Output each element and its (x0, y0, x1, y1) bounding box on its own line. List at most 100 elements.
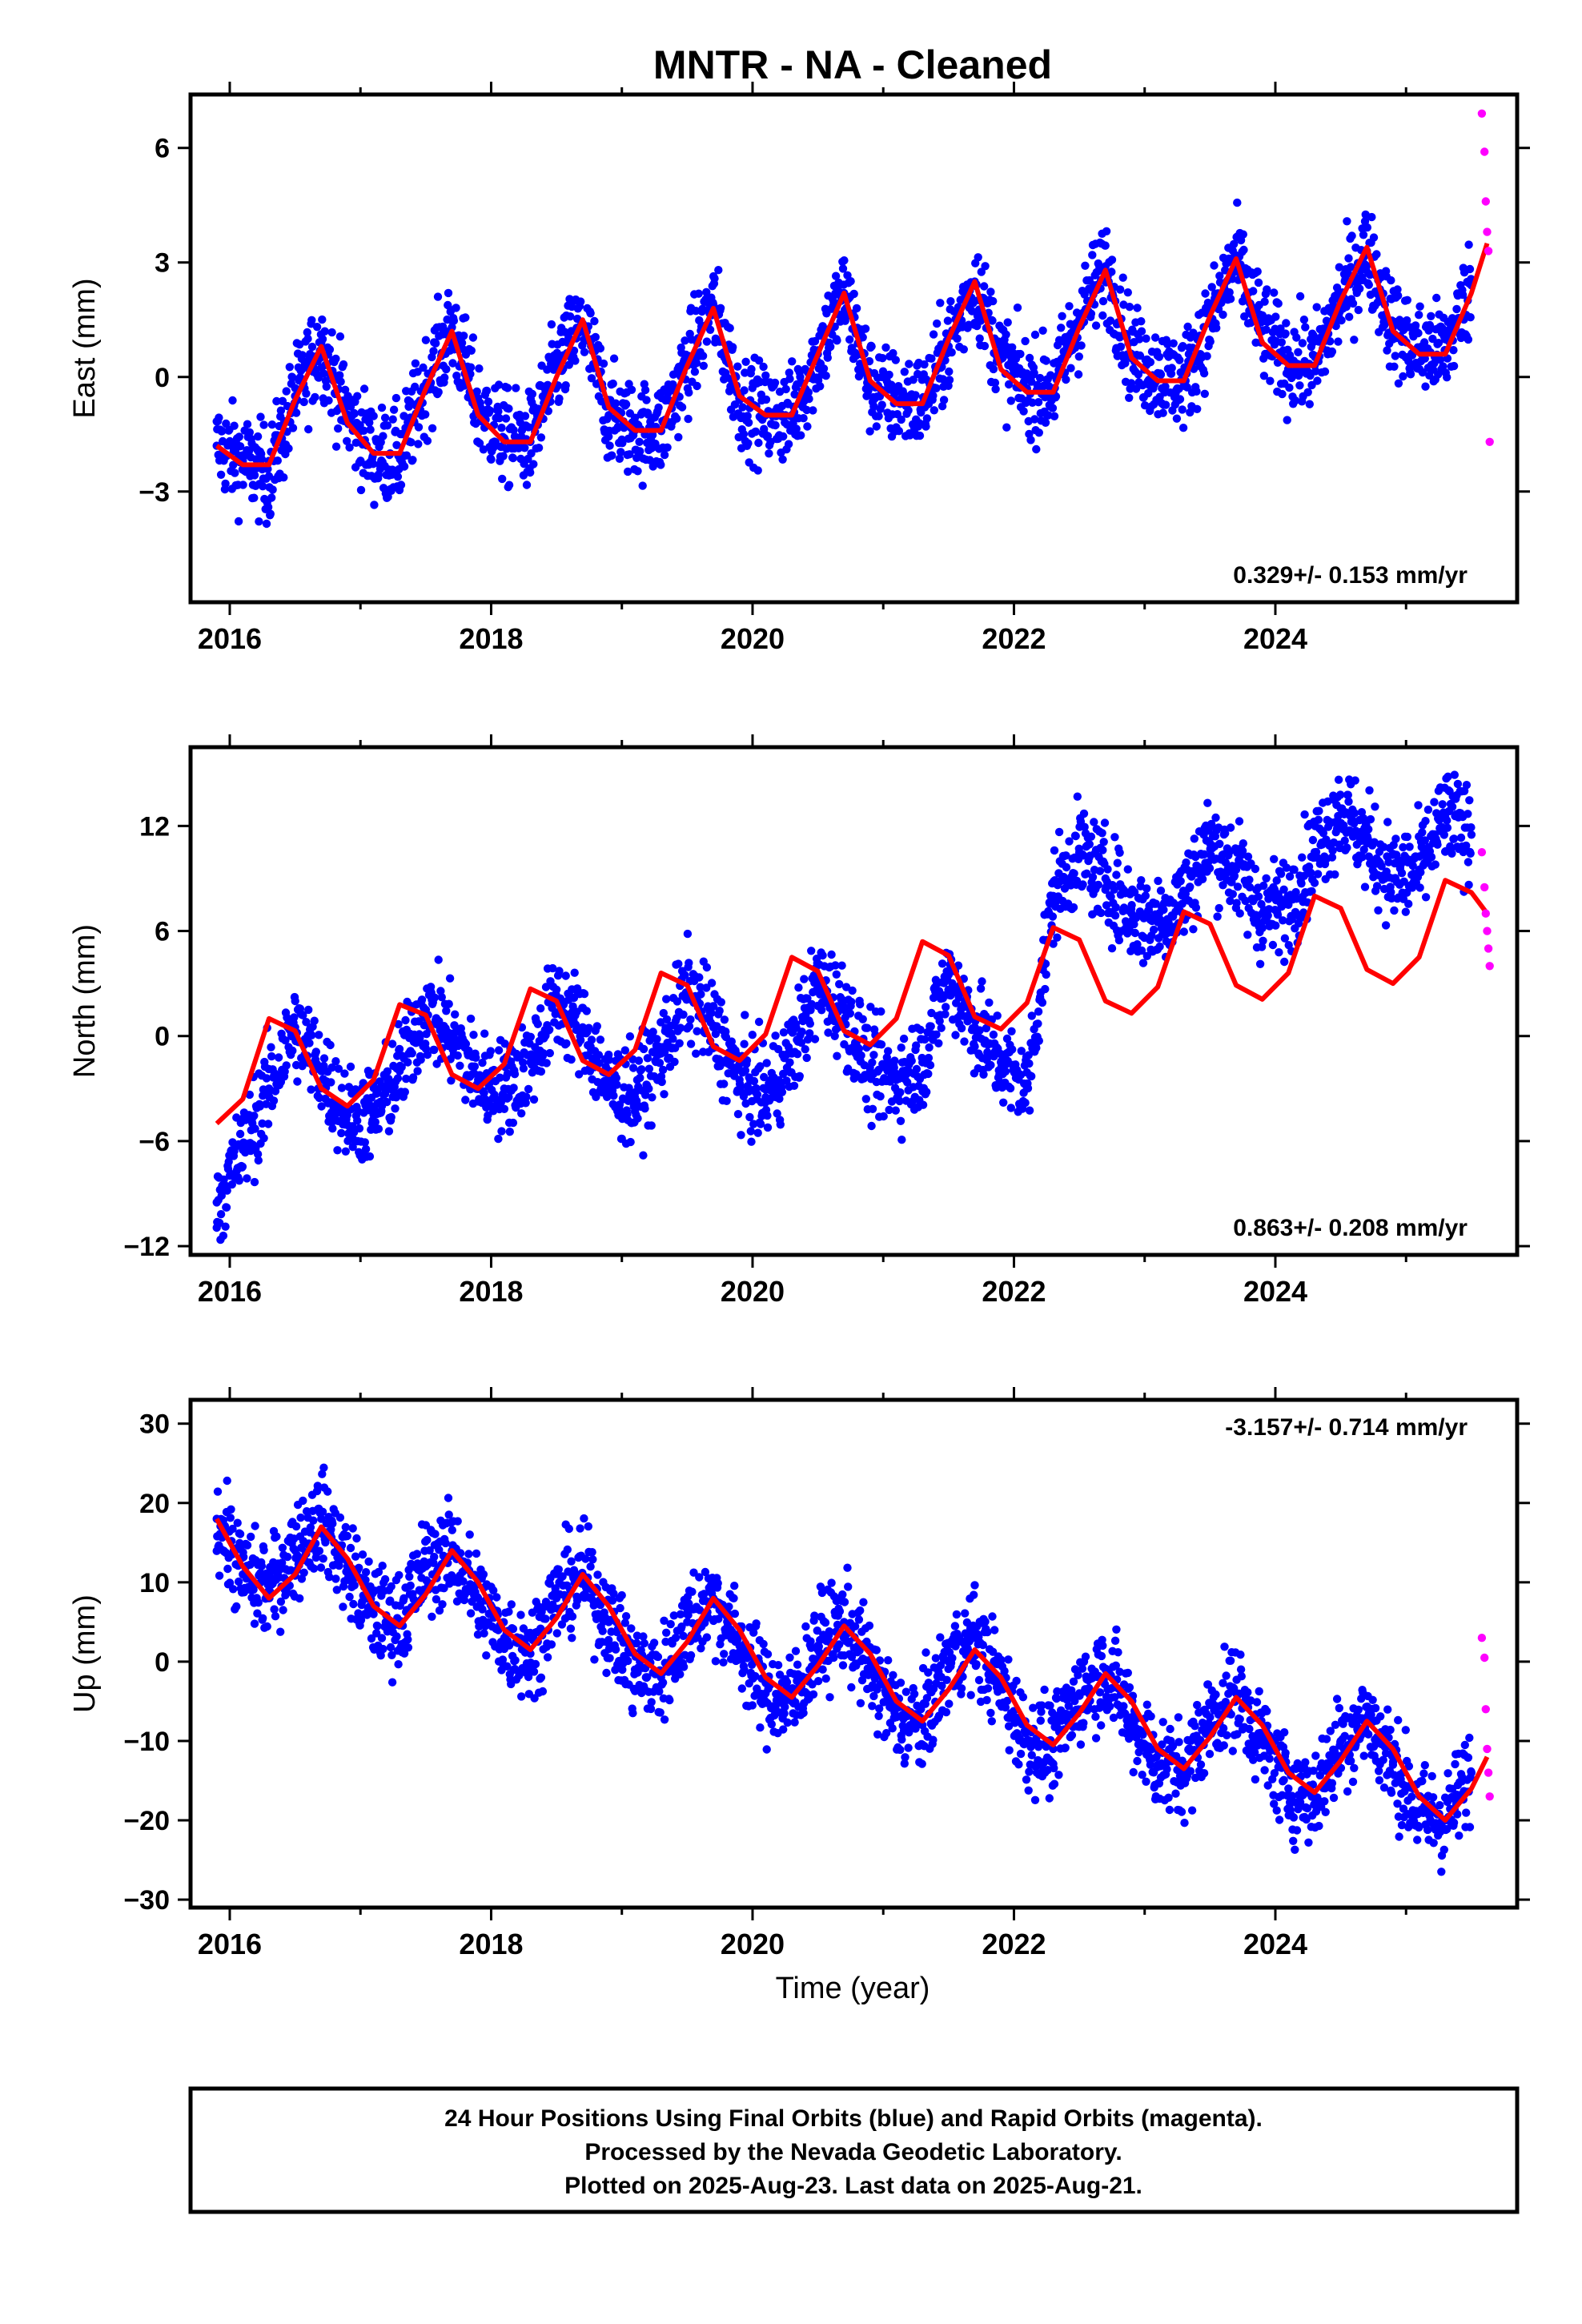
final-orbit-point (716, 304, 725, 312)
final-orbit-point (1298, 339, 1307, 348)
final-orbit-point (274, 1053, 283, 1062)
final-orbit-point (913, 369, 922, 379)
final-orbit-point (1449, 834, 1459, 843)
final-orbit-point (863, 1023, 872, 1032)
final-orbit-point (514, 444, 523, 452)
final-orbit-point (480, 1088, 488, 1098)
final-orbit-point (449, 316, 459, 325)
final-orbit-point (644, 1064, 654, 1073)
final-orbit-point (1239, 230, 1248, 239)
final-orbit-point (259, 1546, 268, 1555)
final-orbit-point (803, 994, 812, 1003)
final-orbit-point (599, 359, 608, 368)
final-orbit-point (625, 1032, 635, 1041)
final-orbit-point (1106, 316, 1115, 325)
final-orbit-point (268, 485, 277, 494)
rapid-orbit-point (1484, 247, 1493, 255)
final-orbit-point (847, 997, 856, 1007)
x-tick-label: 2020 (721, 622, 785, 655)
final-orbit-point (417, 995, 427, 1004)
final-orbit-point (219, 1231, 228, 1240)
east-final-orbit-points (212, 198, 1476, 529)
final-orbit-point (1094, 880, 1103, 890)
final-orbit-point (1279, 885, 1288, 895)
final-orbit-point (1464, 335, 1473, 344)
final-orbit-point (512, 384, 520, 392)
final-orbit-point (282, 387, 291, 396)
y-tick-label: −6 (139, 1127, 170, 1157)
final-orbit-point (1042, 970, 1050, 979)
final-orbit-point (804, 388, 813, 397)
final-orbit-point (1074, 370, 1083, 379)
final-orbit-point (1048, 912, 1058, 921)
final-orbit-point (763, 1111, 772, 1120)
final-orbit-point (785, 368, 793, 377)
x-tick-label: 2024 (1243, 622, 1307, 655)
final-orbit-point (247, 1532, 255, 1542)
final-orbit-point (309, 1564, 319, 1573)
final-orbit-point (741, 1066, 750, 1076)
final-orbit-point (263, 1120, 273, 1128)
final-orbit-point (809, 406, 817, 415)
final-orbit-point (1114, 935, 1124, 945)
final-orbit-point (1279, 916, 1287, 925)
final-orbit-point (1088, 251, 1097, 259)
final-orbit-point (1447, 849, 1456, 858)
final-orbit-point (243, 1174, 251, 1183)
final-orbit-point (974, 253, 982, 262)
final-orbit-point (1107, 267, 1116, 276)
final-orbit-point (1303, 388, 1312, 396)
final-orbit-point (238, 1162, 247, 1172)
final-orbit-point (970, 1023, 979, 1032)
final-orbit-point (264, 472, 274, 480)
final-orbit-point (1178, 405, 1186, 414)
final-orbit-point (866, 1003, 875, 1011)
final-orbit-point (402, 451, 412, 460)
final-orbit-point (1149, 925, 1158, 935)
final-orbit-point (1048, 404, 1058, 412)
final-orbit-point (1027, 1011, 1037, 1020)
north-rapid-orbit-points (1477, 848, 1494, 971)
final-orbit-point (1418, 828, 1427, 837)
final-orbit-point (648, 1027, 657, 1036)
final-orbit-point (1099, 838, 1108, 846)
final-orbit-point (683, 929, 693, 939)
final-orbit-point (288, 424, 298, 432)
final-orbit-point (633, 467, 642, 476)
final-orbit-point (604, 1055, 614, 1064)
final-orbit-point (1427, 312, 1435, 320)
final-orbit-point (254, 1156, 263, 1165)
final-orbit-point (624, 467, 632, 476)
final-orbit-point (1098, 829, 1106, 838)
final-orbit-point (1282, 863, 1291, 872)
final-orbit-point (1098, 311, 1107, 320)
final-orbit-point (1245, 883, 1255, 892)
final-orbit-point (522, 480, 532, 489)
final-orbit-point (698, 352, 708, 360)
final-orbit-point (436, 987, 445, 995)
final-orbit-point (636, 1073, 644, 1083)
final-orbit-point (1449, 361, 1459, 371)
final-orbit-point (318, 315, 327, 324)
final-orbit-point (414, 423, 424, 432)
final-orbit-point (957, 1023, 966, 1033)
final-orbit-point (1467, 823, 1476, 832)
final-orbit-point (875, 392, 885, 401)
final-orbit-point (334, 424, 343, 433)
final-orbit-point (1305, 400, 1315, 408)
final-orbit-point (1080, 290, 1089, 299)
final-orbit-point (433, 292, 443, 301)
final-orbit-point (222, 1203, 231, 1212)
final-orbit-point (500, 1104, 509, 1114)
final-orbit-point (251, 1124, 259, 1133)
final-orbit-point (572, 314, 582, 324)
final-orbit-point (953, 334, 962, 343)
final-orbit-point (1210, 261, 1219, 270)
final-orbit-point (1439, 830, 1449, 839)
final-orbit-point (798, 1016, 808, 1026)
final-orbit-point (466, 363, 476, 372)
final-orbit-point (900, 368, 909, 376)
final-orbit-point (874, 412, 883, 420)
final-orbit-point (932, 384, 941, 392)
final-orbit-point (499, 452, 508, 460)
